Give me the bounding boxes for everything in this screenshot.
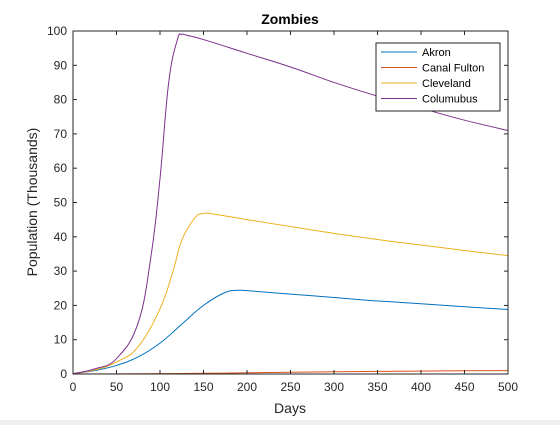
legend-label-canal-fulton: Canal Fulton bbox=[422, 63, 484, 75]
y-tick-label: 50 bbox=[54, 196, 68, 210]
x-tick-label: 0 bbox=[70, 380, 77, 394]
x-tick-label: 400 bbox=[411, 380, 431, 394]
legend-box bbox=[375, 42, 501, 112]
y-tick-label: 0 bbox=[60, 367, 67, 381]
x-tick-label: 200 bbox=[237, 380, 257, 394]
legend-label-cleveland: Cleveland bbox=[422, 78, 471, 90]
y-tick-label: 60 bbox=[54, 161, 68, 175]
legend-label-akron: Akron bbox=[422, 47, 451, 59]
x-tick-label: 100 bbox=[150, 380, 170, 394]
x-tick-label: 350 bbox=[367, 380, 387, 394]
series-line-cleveland bbox=[72, 212, 509, 375]
chart-title: Zombies bbox=[261, 11, 319, 27]
x-tick-label: 250 bbox=[280, 380, 300, 394]
y-tick-label: 70 bbox=[54, 127, 68, 141]
y-tick-layer: 0 10 20 30 40 50 60 70 80 90 100 bbox=[47, 24, 508, 381]
x-tick-label: 300 bbox=[324, 380, 344, 394]
x-tick-label: 50 bbox=[110, 380, 124, 394]
series-line-akron bbox=[72, 289, 509, 375]
legend-label-columubus: Columubus bbox=[422, 94, 478, 106]
x-tick-label: 450 bbox=[454, 380, 474, 394]
x-axis-label: Days bbox=[274, 400, 306, 416]
x-tick-label: 150 bbox=[193, 380, 213, 394]
y-tick-label: 90 bbox=[54, 58, 68, 72]
y-tick-label: 10 bbox=[54, 333, 68, 347]
y-tick-label: 30 bbox=[54, 264, 68, 278]
x-tick-label: 500 bbox=[498, 380, 518, 394]
y-tick-label: 100 bbox=[47, 24, 67, 38]
x-tick-layer: 0 50 100 150 200 250 300 350 400 450 500 bbox=[70, 31, 518, 394]
y-tick-label: 40 bbox=[54, 230, 68, 244]
legend: Akron Canal Fulton Cleveland Columubus bbox=[375, 42, 501, 112]
y-tick-label: 80 bbox=[54, 93, 68, 107]
y-axis-label: Population (Thousands) bbox=[24, 128, 40, 277]
y-tick-label: 20 bbox=[54, 298, 68, 312]
